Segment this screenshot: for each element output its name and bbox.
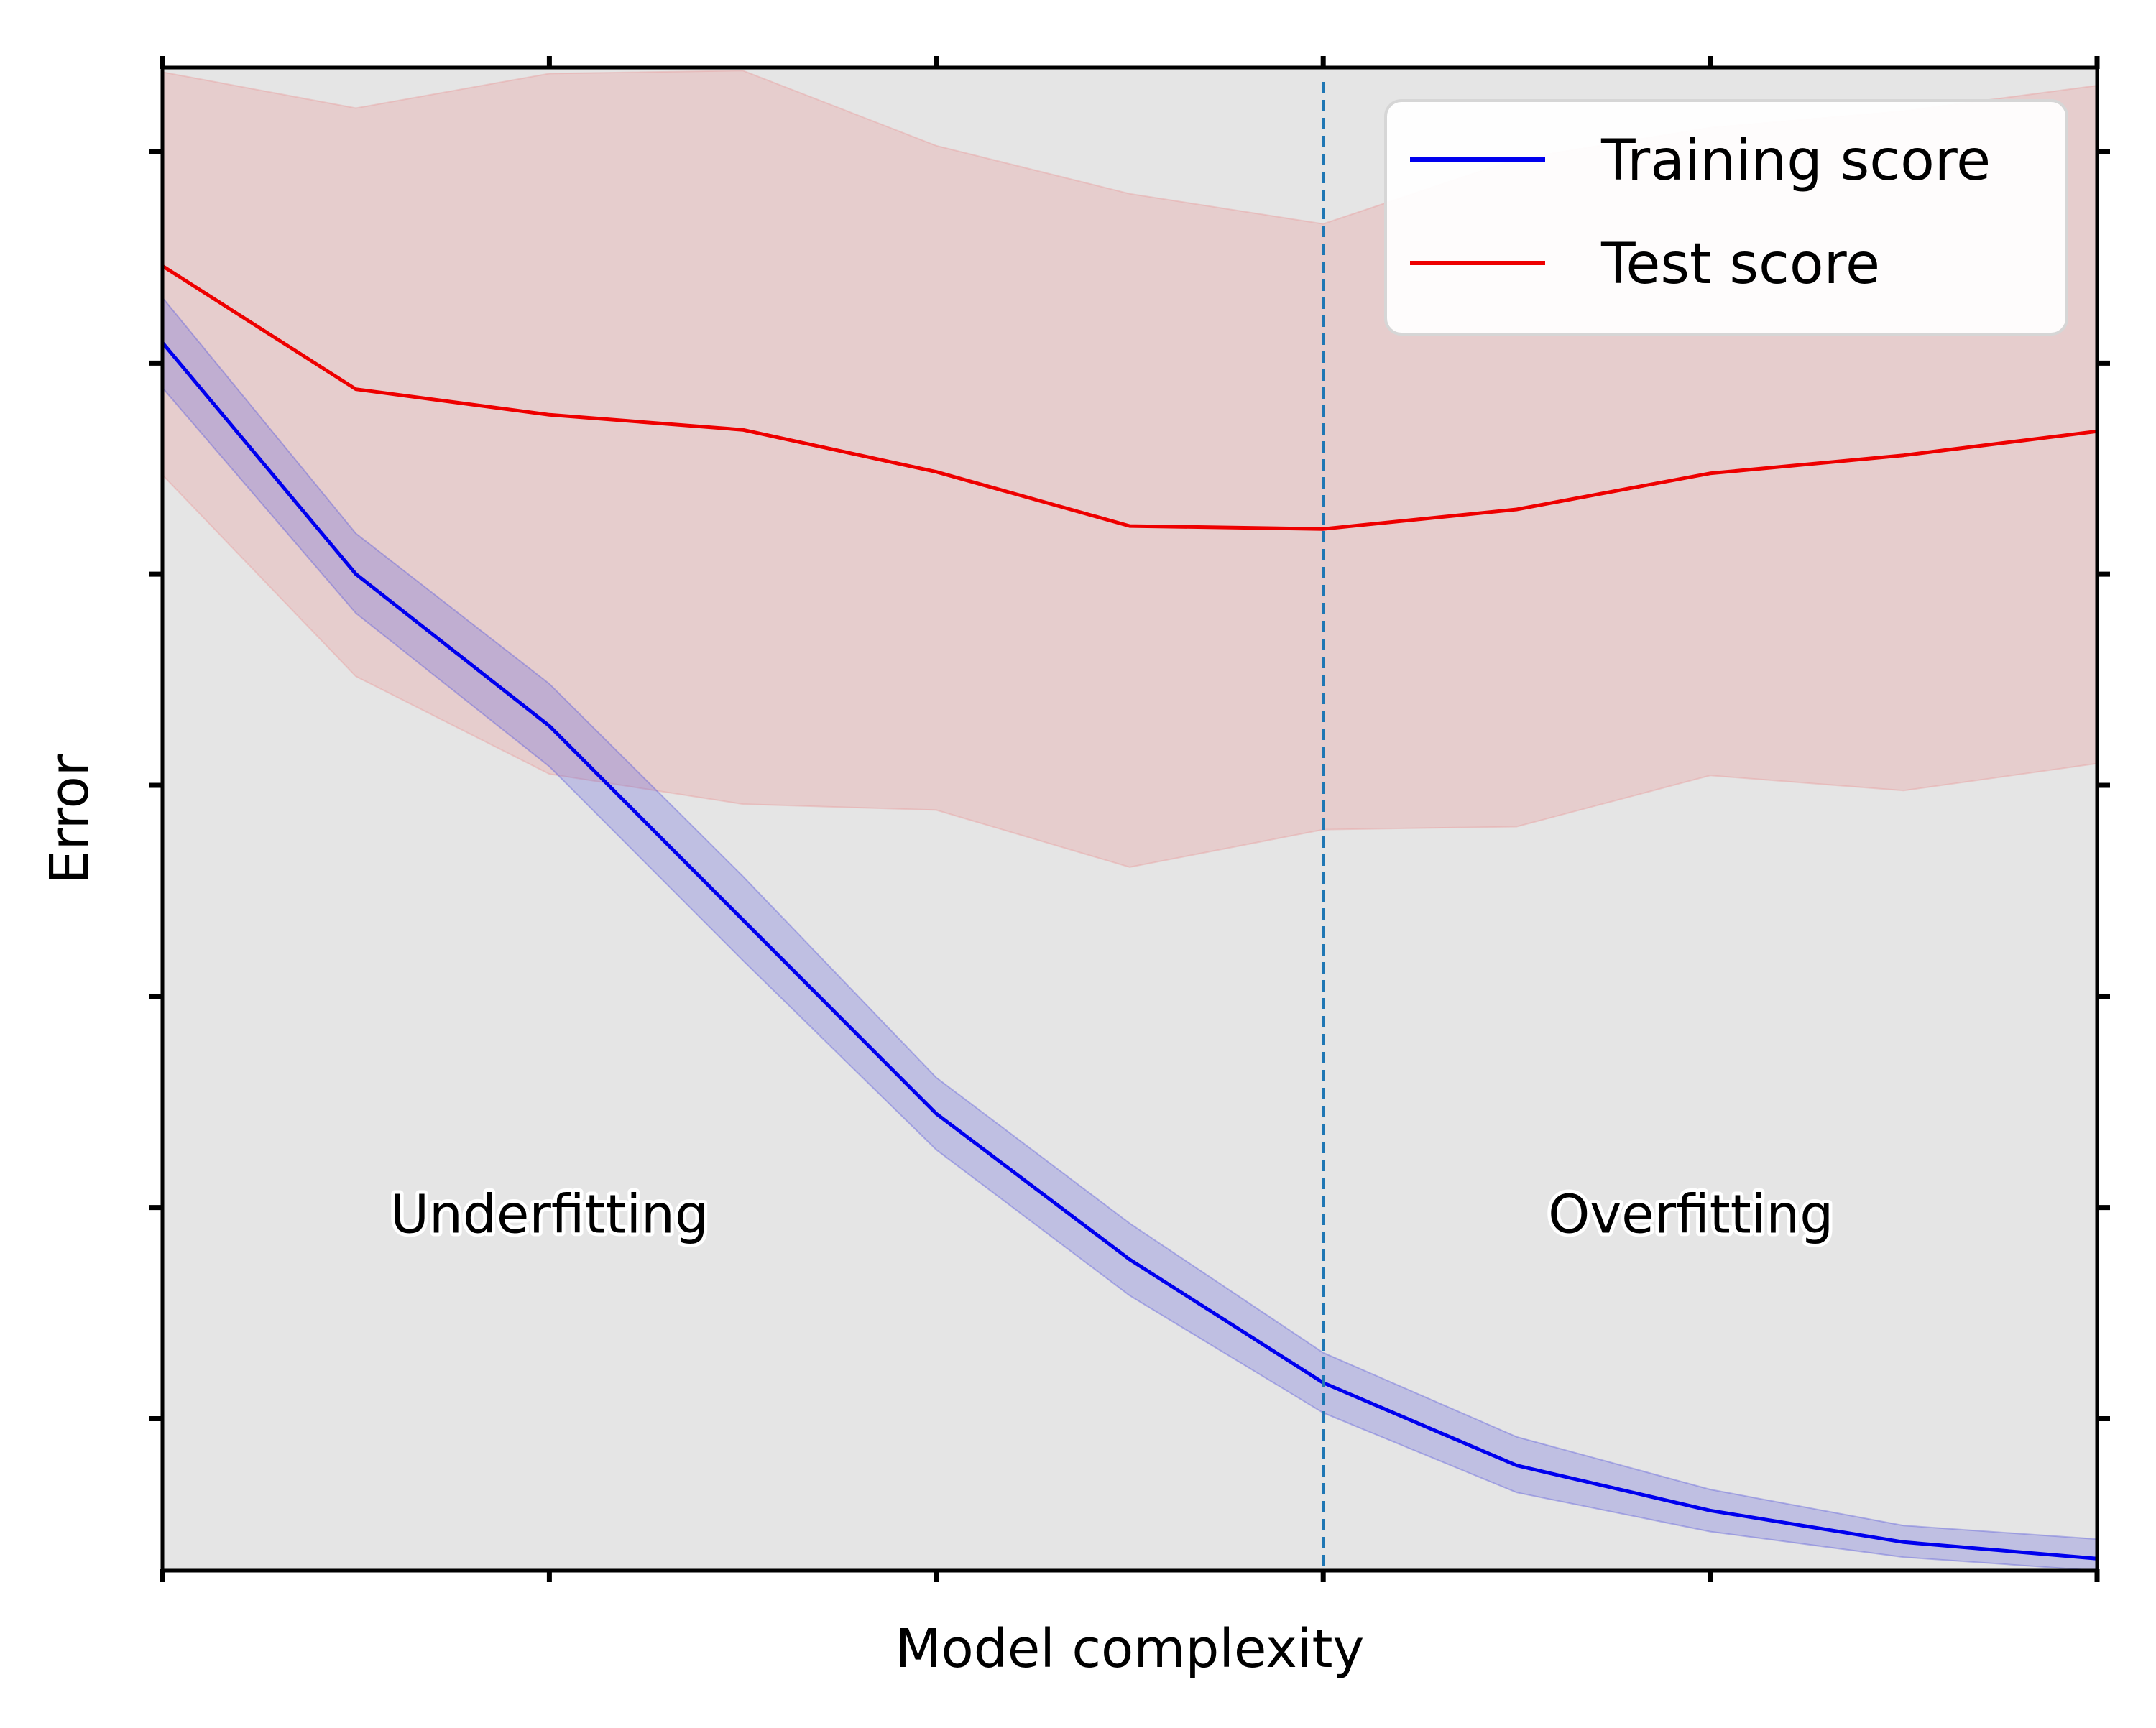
legend-label-test: Test score <box>1600 232 1880 297</box>
y-axis-label: Error <box>39 754 101 884</box>
plot-frame <box>160 65 2099 1573</box>
legend-box <box>1384 99 2068 336</box>
training-score-line <box>160 341 2099 1561</box>
test-score-line <box>160 264 2099 531</box>
legend: Training score Test score <box>1384 99 2068 336</box>
overfitting-annotation: Overfitting <box>1548 1183 1833 1245</box>
x-axis-label: Model complexity <box>895 1618 1365 1680</box>
underfitting-annotation: Underfitting <box>390 1183 709 1245</box>
legend-label-training: Training score <box>1600 129 1991 193</box>
